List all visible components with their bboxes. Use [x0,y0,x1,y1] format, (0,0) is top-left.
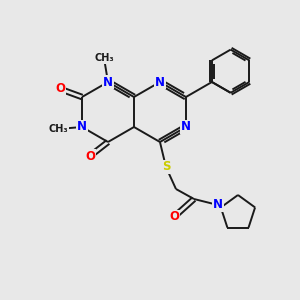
Text: N: N [213,199,223,212]
Text: O: O [55,82,65,95]
Text: CH₃: CH₃ [48,124,68,134]
Text: CH₃: CH₃ [94,53,114,63]
Text: S: S [162,160,170,173]
Text: O: O [169,211,179,224]
Text: N: N [77,121,87,134]
Text: N: N [155,76,165,88]
Text: O: O [85,149,95,163]
Text: N: N [181,121,191,134]
Text: N: N [103,76,113,88]
